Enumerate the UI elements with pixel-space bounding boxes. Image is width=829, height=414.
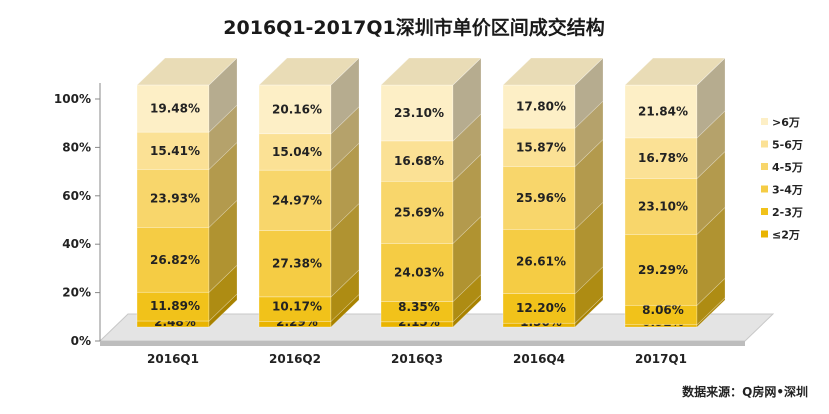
- legend-label: 2-3万: [772, 206, 803, 219]
- source-note: 数据来源：Q房网•深圳: [682, 384, 808, 399]
- bar-segment-front: [624, 84, 698, 139]
- bar-segment-front: [502, 166, 576, 230]
- bar-segment-front: [380, 243, 454, 302]
- bar-segment-front: [502, 229, 576, 295]
- legend-label: 4-5万: [772, 161, 803, 174]
- data-label: 23.93%: [150, 191, 200, 205]
- data-label: 26.61%: [516, 255, 566, 269]
- legend-label: ≤2万: [772, 229, 800, 242]
- data-label: 15.04%: [272, 145, 322, 159]
- legend: >6万 5-6万 4-5万 3-4万 2-3万 ≤2万: [761, 116, 803, 242]
- x-tick-label: 2016Q2: [269, 352, 321, 366]
- data-label: 27.38%: [272, 257, 322, 271]
- data-label: 10.17%: [272, 299, 322, 313]
- bar-segment-front: [136, 227, 210, 293]
- bar-group: 2.15%8.35%24.03%25.69%16.68%23.10%: [380, 57, 482, 329]
- y-tick-label: 40%: [62, 237, 91, 251]
- data-label: 21.84%: [638, 104, 688, 118]
- bar-top-face: [136, 57, 238, 86]
- x-tick-label: 2016Q4: [513, 352, 565, 366]
- x-tick-label: 2016Q3: [391, 352, 443, 366]
- bar-group: 1.56%12.20%26.61%25.96%15.87%17.80%: [502, 57, 604, 329]
- bar-segment-front: [624, 137, 698, 179]
- bar-segment-front: [380, 84, 454, 142]
- y-tick-label: 60%: [62, 189, 91, 203]
- data-label: 8.35%: [398, 300, 440, 314]
- bar-segment-front: [258, 133, 332, 171]
- bar-top-face: [380, 57, 482, 86]
- data-label: 24.97%: [272, 193, 322, 207]
- chart-title: 2016Q1-2017Q1深圳市单价区间成交结构: [223, 16, 604, 39]
- data-label: 15.87%: [516, 140, 566, 154]
- data-label: 15.41%: [150, 144, 200, 158]
- data-label: 11.89%: [150, 299, 200, 313]
- data-label: 25.96%: [516, 191, 566, 205]
- bar-segment-front: [136, 169, 210, 228]
- data-label: 23.10%: [394, 106, 444, 120]
- bar-segment-front: [624, 234, 698, 306]
- bar-segment-front: [258, 296, 332, 322]
- bar-group: 2.29%10.17%27.38%24.97%15.04%20.16%: [258, 57, 360, 329]
- data-label: 16.68%: [394, 154, 444, 168]
- data-label: 29.29%: [638, 263, 688, 277]
- data-label: 16.78%: [638, 151, 688, 165]
- y-axis: 0% 20% 40% 60% 80% 100%: [54, 83, 101, 348]
- legend-label: 3-4万: [772, 184, 803, 197]
- bar-segment-front: [380, 180, 454, 244]
- legend-swatch: [761, 140, 768, 148]
- data-label: 24.03%: [394, 266, 444, 280]
- data-label: 12.20%: [516, 301, 566, 315]
- legend-swatch: [761, 163, 768, 170]
- data-label: 17.80%: [516, 100, 566, 114]
- data-label: 23.10%: [638, 199, 688, 213]
- data-label: 25.69%: [394, 205, 444, 219]
- legend-swatch: [761, 230, 768, 238]
- legend-swatch: [761, 118, 768, 125]
- y-tick-label: 80%: [62, 140, 91, 154]
- x-axis: 2016Q1 2016Q2 2016Q3 2016Q4 2017Q1: [147, 352, 687, 366]
- bar-top-face: [258, 57, 360, 86]
- bar-top-face: [502, 57, 604, 86]
- bar-segment-front: [502, 293, 576, 324]
- bar-top-face: [624, 57, 726, 86]
- bar-segment-front: [258, 230, 332, 298]
- legend-label: 5-6万: [772, 139, 803, 152]
- bar-group: 0.92%8.06%29.29%23.10%16.78%21.84%: [624, 57, 726, 329]
- bar-segment-front: [258, 84, 332, 135]
- x-tick-label: 2017Q1: [635, 352, 687, 366]
- bar-segment-front: [380, 140, 454, 182]
- floor-edge: [100, 341, 745, 346]
- y-tick-label: 0%: [71, 334, 91, 348]
- data-label: 26.82%: [150, 253, 200, 267]
- data-label: 8.06%: [642, 303, 684, 317]
- legend-label: >6万: [772, 116, 800, 129]
- x-tick-label: 2016Q1: [147, 352, 199, 366]
- legend-swatch: [761, 185, 768, 193]
- data-label: 20.16%: [272, 102, 322, 116]
- data-label: 19.48%: [150, 102, 200, 116]
- bars: 2.48%11.89%26.82%23.93%15.41%19.48%2.29%…: [136, 57, 726, 329]
- y-tick-label: 100%: [54, 92, 91, 106]
- y-tick-label: 20%: [62, 286, 91, 300]
- bar-group: 2.48%11.89%26.82%23.93%15.41%19.48%: [136, 57, 238, 329]
- legend-swatch: [761, 208, 768, 215]
